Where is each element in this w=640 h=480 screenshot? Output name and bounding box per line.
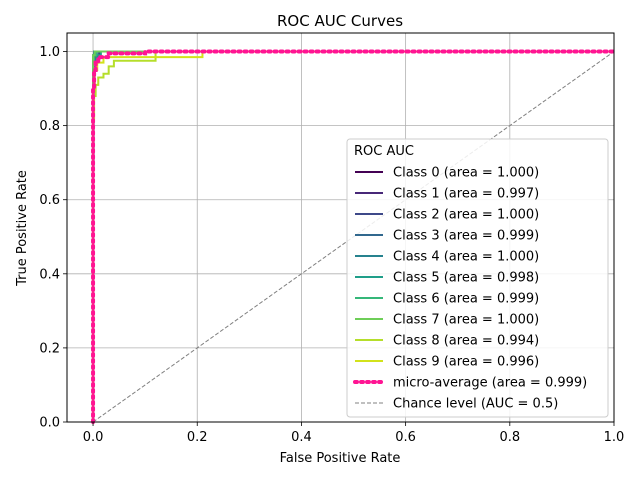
x-tick-label: 0.6 — [395, 430, 416, 445]
plot-frame — [66, 32, 615, 423]
x-axis-label: False Positive Rate — [280, 451, 401, 466]
axis-ticks: 0.0 0.2 0.4 0.6 0.8 1.0 0.0 0.2 0.4 0.6 0.8 1.0 — [39, 45, 624, 445]
y-tick-label: 0.0 — [39, 416, 60, 431]
x-tick-label: 0.2 — [187, 430, 208, 445]
x-tick-label: 0.8 — [499, 430, 520, 445]
legend-entry-6: Class 6 (area = 0.999) — [393, 292, 539, 307]
legend-entry-3: Class 3 (area = 0.999) — [393, 229, 539, 244]
legend-entry-11: Chance level (AUC = 0.5) — [393, 397, 558, 412]
legend-entry-1: Class 1 (area = 0.997) — [393, 187, 539, 202]
y-tick-label: 0.8 — [39, 119, 60, 134]
legend-entry-2: Class 2 (area = 1.000) — [393, 208, 539, 223]
y-tick-label: 0.6 — [39, 193, 60, 208]
legend-title: ROC AUC — [354, 144, 414, 159]
y-tick-label: 0.2 — [39, 341, 60, 356]
chart-title: ROC AUC Curves — [277, 12, 403, 30]
x-tick-label: 1.0 — [604, 430, 625, 445]
legend-box — [346, 138, 609, 418]
y-tick-label: 0.4 — [39, 267, 60, 282]
legend-entry-8: Class 8 (area = 0.994) — [393, 334, 539, 349]
y-tick-label: 1.0 — [39, 45, 60, 60]
legend-entry-4: Class 4 (area = 1.000) — [393, 250, 539, 265]
legend-entry-10: micro-average (area = 0.999) — [393, 376, 587, 391]
x-tick-label: 0.0 — [83, 430, 104, 445]
legend-entry-5: Class 5 (area = 0.998) — [393, 271, 539, 286]
legend: ROC AUC Class 0 (area = 1.000) Class 1 (ar… — [346, 138, 609, 418]
y-axis-label: True Positive Rate — [15, 170, 30, 287]
x-tick-label: 0.4 — [291, 430, 312, 445]
series-line-10 — [91, 49, 616, 424]
legend-entry-0: Class 0 (area = 1.000) — [393, 166, 539, 181]
legend-entry-7: Class 7 (area = 1.000) — [393, 313, 539, 328]
legend-entry-9: Class 9 (area = 0.996) — [393, 355, 539, 370]
